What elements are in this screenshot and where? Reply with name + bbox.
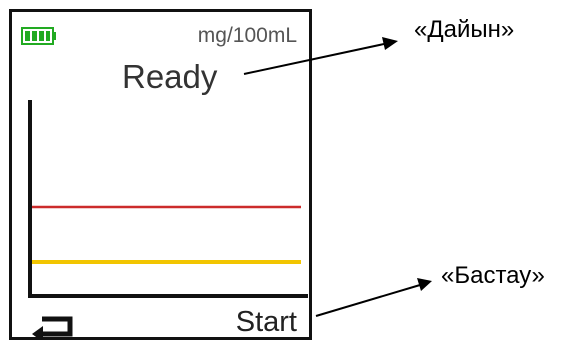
start-callout-arrow [315,284,421,317]
status-label: Ready [122,58,218,95]
start-softkey[interactable]: Start [235,306,297,338]
unit-label: mg/100mL [197,24,297,47]
start-callout: «Бастау» [441,262,545,289]
device-screen: mg/100mL Ready Start [9,9,312,340]
start-callout-arrowhead [417,278,432,291]
battery-full-icon [21,27,56,45]
level-graph [28,100,308,298]
ready-callout-arrowhead [382,37,398,50]
back-arrow-icon[interactable] [30,310,76,338]
ready-callout: «Дайын» [414,16,515,43]
